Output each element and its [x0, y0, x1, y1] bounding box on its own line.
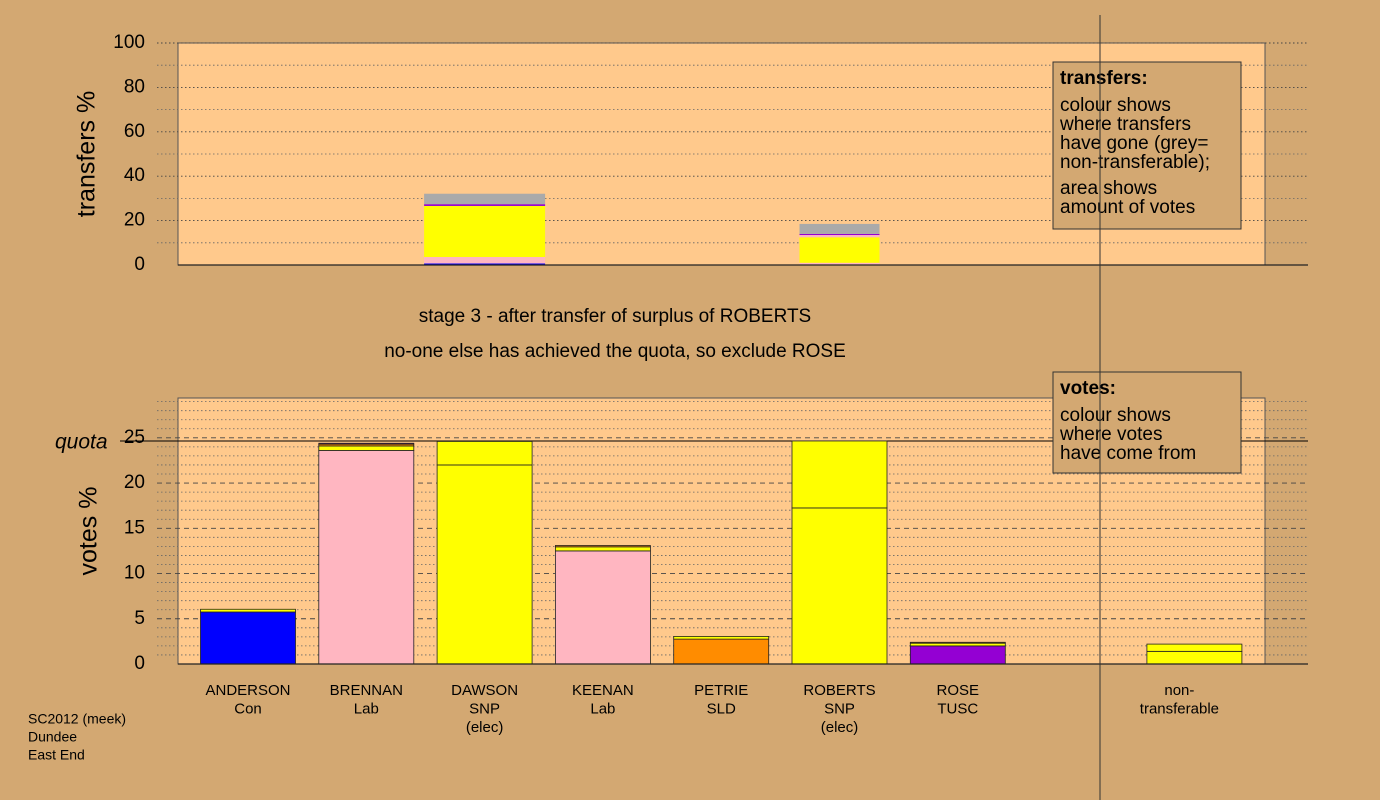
x-tick-label: ROSE [937, 682, 980, 699]
bar-segment [424, 193, 546, 205]
legend-title: transfers: [1060, 68, 1148, 89]
bar-segment [1146, 643, 1243, 652]
stage-text: stage 3 - after transfer of surplus of R… [419, 306, 811, 327]
bar-segment [424, 257, 546, 264]
x-tick-label: Lab [354, 700, 379, 717]
bar-segment [799, 233, 880, 236]
bar-segment [424, 204, 546, 206]
legend-text: area shows [1060, 178, 1157, 199]
bar-segment [799, 235, 880, 238]
legend-title: votes: [1060, 378, 1116, 399]
y-tick-label: 60 [124, 121, 145, 142]
y-tick-label: 20 [124, 472, 145, 493]
y-tick-label: 25 [124, 427, 145, 448]
bar-segment [791, 507, 888, 665]
x-tick-label: TUSC [937, 700, 978, 717]
bar-segment [318, 445, 415, 451]
footer: SC2012 (meek) [28, 711, 126, 727]
bar-segment [909, 641, 1006, 644]
bar-segment [200, 611, 296, 665]
bar-segment [1146, 650, 1243, 665]
legend-text: amount of votes [1060, 197, 1195, 218]
legend-text: colour shows [1060, 405, 1171, 426]
y-axis-label: votes % [75, 487, 103, 576]
bar-segment [436, 441, 533, 466]
y-tick-label: 40 [124, 165, 145, 186]
x-tick-label: transferable [1140, 700, 1219, 717]
y-tick-label: 20 [124, 210, 145, 231]
legend-text: non-transferable); [1060, 152, 1210, 173]
x-tick-label: SNP [469, 700, 500, 717]
y-tick-label: 5 [134, 608, 145, 629]
bar-segment [424, 263, 546, 265]
footer: Dundee [28, 729, 77, 745]
legend-box [1052, 61, 1242, 230]
bar-segment [791, 440, 888, 509]
y-tick-label: 10 [124, 563, 145, 584]
bar-segment [799, 262, 880, 265]
y-tick-label: 80 [124, 76, 145, 97]
legend-text: where transfers [1059, 114, 1191, 135]
bar-segment [436, 464, 533, 665]
bar-segment [555, 546, 651, 552]
y-tick-label: 0 [134, 653, 145, 674]
x-tick-label: non- [1164, 682, 1194, 699]
x-tick-label: SLD [707, 700, 736, 717]
legend-text: where votes [1059, 424, 1162, 445]
y-tick-label: 100 [113, 32, 145, 53]
bar-segment [799, 223, 880, 234]
bar-segment [318, 450, 415, 665]
bar-segment [909, 642, 1006, 647]
bar-segment [555, 545, 651, 548]
legend-text: have come from [1060, 443, 1196, 464]
footer: East End [28, 747, 85, 763]
bar-segment [799, 237, 880, 263]
bar-segment [200, 608, 296, 613]
x-tick-label: ROBERTS [803, 682, 875, 699]
x-tick-label: Lab [590, 700, 615, 717]
x-tick-label: Con [234, 700, 262, 717]
legend-box [1052, 371, 1242, 474]
bar-segment [673, 638, 770, 665]
x-tick-label: KEENAN [572, 682, 634, 699]
bar-segment [673, 636, 770, 640]
x-tick-label: BRENNAN [330, 682, 403, 699]
quota-label: quota [55, 431, 108, 454]
y-axis-label: transfers % [73, 91, 101, 217]
y-tick-label: 0 [134, 254, 145, 275]
legend-text: colour shows [1060, 95, 1171, 116]
x-tick-label: ANDERSON [205, 682, 290, 699]
y-tick-label: 15 [124, 517, 145, 538]
bar-segment [424, 205, 546, 258]
bar-segment [909, 645, 1006, 665]
x-tick-label: (elec) [466, 719, 504, 736]
x-tick-label: PETRIE [694, 682, 748, 699]
bar-segment [555, 550, 651, 665]
x-tick-label: DAWSON [451, 682, 518, 699]
stage-text: no-one else has achieved the quota, so e… [384, 341, 846, 362]
bar-segment [318, 442, 415, 445]
legend-text: have gone (grey= [1060, 133, 1208, 154]
x-tick-label: SNP [824, 700, 855, 717]
x-tick-label: (elec) [821, 719, 859, 736]
